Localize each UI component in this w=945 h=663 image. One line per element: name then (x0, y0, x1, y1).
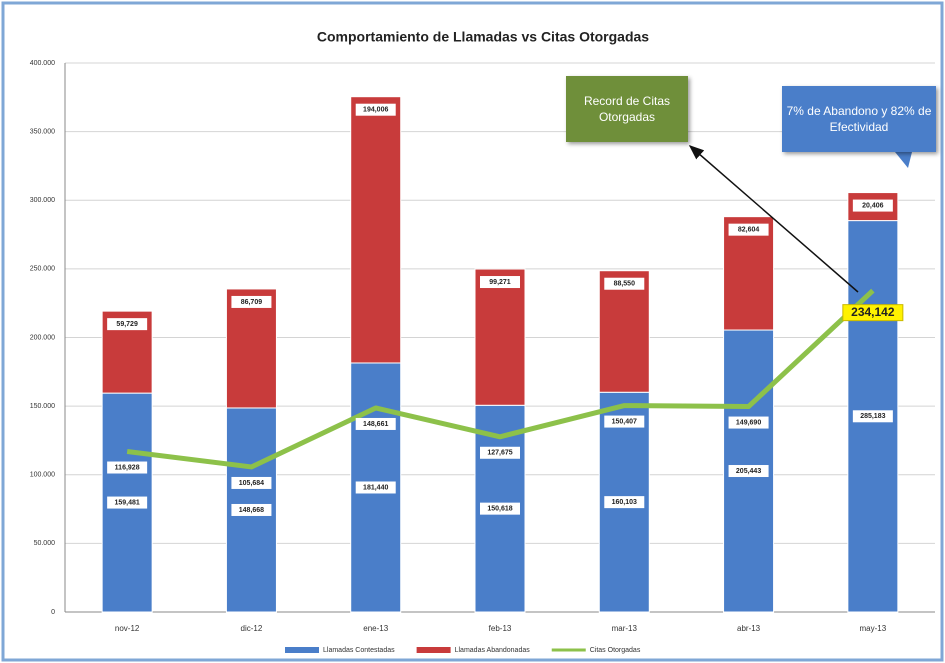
data-label-group: 116,928 (107, 461, 148, 474)
y-tick-label: 200.000 (30, 334, 55, 341)
data-label-group: 148,668 (231, 503, 272, 516)
data-label-box (728, 416, 769, 429)
data-label-group: 181,440 (355, 481, 396, 494)
y-tick-label: 0 (51, 609, 55, 616)
data-label: 99,271 (489, 279, 511, 286)
x-tick-label: may-13 (860, 624, 887, 633)
x-tick-label: abr-13 (737, 624, 761, 633)
annotation-record: Record de Citas Otorgadas (566, 76, 688, 142)
data-label-box (728, 223, 769, 236)
bar (225, 288, 277, 409)
legend-label: Llamadas Contestadas (323, 647, 395, 654)
data-label-group: 82,604 (728, 223, 769, 236)
data-label-box (231, 503, 272, 516)
data-label-group: 88,550 (604, 277, 645, 290)
y-tick-label: 50.000 (34, 540, 56, 547)
data-label: 59,729 (116, 321, 138, 328)
data-label: 234,142 (851, 305, 895, 319)
data-label-group: 127,675 (480, 446, 520, 459)
data-label: 159,481 (114, 499, 139, 506)
bar (474, 268, 526, 406)
data-label-box (842, 304, 904, 322)
data-label-box (604, 415, 645, 428)
data-label-box (852, 410, 893, 423)
x-tick-label: dic-12 (241, 624, 263, 633)
bar (598, 270, 650, 393)
data-label: 285,183 (860, 413, 885, 420)
data-label-box (231, 295, 272, 308)
data-label-box (107, 461, 148, 474)
y-tick-label: 250.000 (30, 266, 55, 273)
data-label-group: 194,006 (355, 103, 396, 116)
data-label-group: 105,684 (231, 476, 272, 489)
bar (350, 96, 402, 364)
data-label-group: 149,690 (728, 416, 769, 429)
data-label-group: 234,142 (842, 304, 904, 322)
legend-swatch (285, 647, 319, 653)
data-label-box (480, 502, 520, 515)
legend-label: Llamadas Abandonadas (455, 647, 531, 654)
data-label: 181,440 (363, 484, 388, 491)
x-tick-label: mar-13 (612, 624, 638, 633)
data-label-group: 205,443 (728, 465, 769, 478)
data-label-box (107, 496, 148, 509)
data-label: 148,668 (239, 507, 264, 514)
legend-label: Citas Otorgadas (590, 647, 641, 654)
data-label-group: 148,661 (355, 417, 396, 430)
data-label-box (852, 199, 893, 212)
data-label: 88,550 (614, 281, 636, 288)
data-label: 160,103 (612, 499, 637, 506)
legend-swatch (416, 647, 451, 653)
data-label-group: 150,407 (604, 415, 645, 428)
data-label: 205,443 (736, 468, 761, 475)
x-tick-label: ene-13 (363, 624, 388, 633)
line (126, 288, 875, 470)
annotation-effectiveness: 7% de Abandono y 82% de Efectividad (782, 86, 936, 152)
data-label: 149,690 (736, 419, 761, 426)
data-label-box (480, 446, 520, 459)
data-label: 82,604 (738, 226, 760, 233)
data-label-group: 86,709 (231, 295, 272, 308)
data-label-box (355, 103, 396, 116)
data-label: 105,684 (239, 480, 264, 487)
data-label-box (107, 318, 148, 331)
data-label-box (604, 496, 645, 509)
x-tick-label: nov-12 (115, 624, 140, 633)
data-label-box (231, 476, 272, 489)
data-label-box (355, 417, 396, 430)
data-label: 86,709 (241, 299, 263, 306)
arrow (688, 145, 859, 293)
y-tick-label: 100.000 (30, 472, 55, 479)
data-label-group: 159,481 (107, 496, 148, 509)
data-label-box (480, 276, 520, 289)
data-label-group: 59,729 (107, 318, 148, 331)
data-label: 116,928 (115, 464, 140, 471)
data-label-box (355, 481, 396, 494)
data-label-group: 160,103 (604, 496, 645, 509)
y-tick-label: 300.000 (30, 197, 55, 204)
chart-title: Comportamiento de Llamadas vs Citas Otor… (317, 29, 649, 45)
data-label-group: 150,618 (480, 502, 520, 515)
data-label-group: 285,183 (852, 410, 893, 423)
data-label: 127,675 (487, 450, 512, 457)
data-label: 150,618 (487, 505, 512, 512)
data-label-group: 99,271 (480, 276, 520, 289)
y-tick-label: 350.000 (30, 128, 55, 135)
y-tick-label: 400.000 (30, 60, 55, 67)
data-label-group: 20,406 (852, 199, 893, 212)
data-label: 194,006 (363, 107, 388, 114)
data-label-box (604, 277, 645, 290)
x-tick-label: feb-13 (489, 624, 512, 633)
callout-tail (895, 152, 912, 168)
data-label-box (728, 465, 769, 478)
y-tick-label: 150.000 (30, 403, 55, 410)
data-label: 20,406 (862, 202, 884, 209)
data-label: 148,661 (363, 421, 388, 428)
data-label: 150,407 (612, 418, 637, 425)
